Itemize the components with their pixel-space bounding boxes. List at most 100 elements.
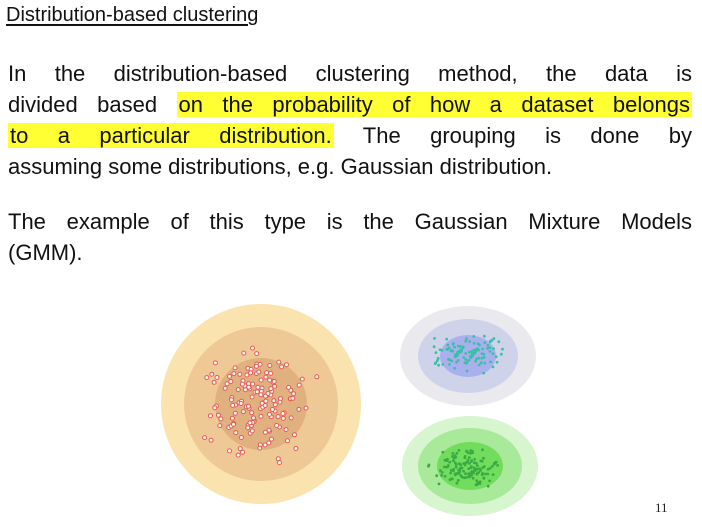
scatter-point xyxy=(490,338,494,342)
scatter-point xyxy=(486,347,489,350)
scatter-point xyxy=(267,377,273,383)
scatter-point xyxy=(268,386,274,392)
scatter-point xyxy=(460,466,464,470)
scatter-point xyxy=(458,470,461,474)
scatter-point xyxy=(293,446,299,451)
scatter-point xyxy=(427,464,430,468)
scatter-point xyxy=(237,371,243,377)
scatter-point xyxy=(286,384,292,390)
para1-line1: In the distribution-based clustering met… xyxy=(8,61,692,86)
scatter-point xyxy=(440,348,444,352)
page-number: 11 xyxy=(655,500,668,515)
scatter-point xyxy=(272,383,278,389)
scatter-point xyxy=(497,340,501,344)
scatter-point xyxy=(468,350,471,354)
scatter-point xyxy=(436,357,440,361)
scatter-point xyxy=(471,354,475,357)
scatter-point xyxy=(227,448,232,454)
scatter-point xyxy=(465,360,469,364)
scatter-point xyxy=(459,348,463,351)
scatter-point xyxy=(237,446,243,452)
scatter-point xyxy=(481,347,485,351)
scatter-point xyxy=(466,451,470,455)
paragraph-description: In the distribution-based clustering met… xyxy=(8,58,692,182)
scatter-point xyxy=(476,464,479,468)
scatter-point xyxy=(447,346,451,350)
scatter-point xyxy=(445,347,449,351)
scatter-point xyxy=(465,337,468,341)
scatter-point xyxy=(491,365,495,369)
scatter-point xyxy=(235,387,241,393)
scatter-point xyxy=(450,349,454,352)
scatter-point xyxy=(478,482,482,485)
scatter-point xyxy=(480,459,484,463)
scatter-point xyxy=(447,357,450,361)
scatter-point xyxy=(267,411,272,417)
scatter-point xyxy=(488,350,492,353)
scatter-point xyxy=(457,349,461,353)
para1-line3: to a particular distribution. The groupi… xyxy=(8,120,692,151)
scatter-point xyxy=(469,449,473,452)
scatter-point xyxy=(434,351,438,354)
scatter-point xyxy=(473,351,477,355)
scatter-point xyxy=(467,358,471,362)
scatter-point xyxy=(231,421,236,427)
scatter-point xyxy=(456,479,460,482)
scatter-point xyxy=(482,356,486,359)
scatter-point xyxy=(492,462,496,466)
scatter-point xyxy=(470,350,474,353)
scatter-point xyxy=(443,474,447,478)
scatter-point xyxy=(480,356,484,360)
scatter-point xyxy=(469,356,473,359)
scatter-point xyxy=(296,382,302,388)
scatter-point xyxy=(229,415,235,421)
scatter-point xyxy=(482,371,486,375)
scatter-point xyxy=(453,366,457,370)
scatter-point xyxy=(256,369,262,375)
scatter-point xyxy=(475,467,479,471)
scatter-point xyxy=(238,435,244,440)
scatter-point xyxy=(262,403,268,408)
scatter-point xyxy=(453,345,456,349)
scatter-point xyxy=(464,472,467,476)
scatter-point xyxy=(445,459,449,462)
scatter-point xyxy=(477,471,481,474)
scatter-point xyxy=(483,465,486,468)
scatter-point xyxy=(299,376,305,382)
scatter-point xyxy=(489,360,492,364)
scatter-point xyxy=(474,359,478,363)
scatter-point xyxy=(470,473,474,477)
scatter-point xyxy=(208,437,214,443)
scatter-point xyxy=(466,460,469,464)
scatter-point xyxy=(454,465,458,469)
scatter-point xyxy=(257,445,263,451)
scatter-point xyxy=(463,361,467,364)
scatter-point xyxy=(477,348,480,352)
scatter-point xyxy=(454,455,458,459)
scatter-point xyxy=(262,429,268,435)
cluster-green-points xyxy=(427,448,499,488)
scatter-point xyxy=(211,379,217,385)
scatter-point xyxy=(468,475,472,479)
scatter-point xyxy=(255,384,261,390)
scatter-point xyxy=(248,370,254,376)
scatter-point xyxy=(290,395,296,401)
scatter-point xyxy=(488,340,492,344)
scatter-point xyxy=(222,385,228,391)
scatter-point xyxy=(450,359,454,363)
scatter-point xyxy=(437,482,441,486)
scatter-point xyxy=(472,335,476,338)
scatter-point xyxy=(265,391,271,396)
para2-line1: The example of this type is the Gaussian… xyxy=(8,209,692,234)
scatter-point xyxy=(233,430,239,436)
scatter-point xyxy=(477,363,481,367)
scatter-point xyxy=(482,477,486,480)
scatter-point xyxy=(279,364,285,370)
scatter-point xyxy=(244,372,250,378)
scatter-point xyxy=(472,466,476,470)
scatter-point xyxy=(467,456,471,459)
scatter-point xyxy=(212,405,218,411)
scatter-point xyxy=(212,360,218,366)
scatter-point xyxy=(250,381,256,387)
scatter-point xyxy=(486,472,490,476)
